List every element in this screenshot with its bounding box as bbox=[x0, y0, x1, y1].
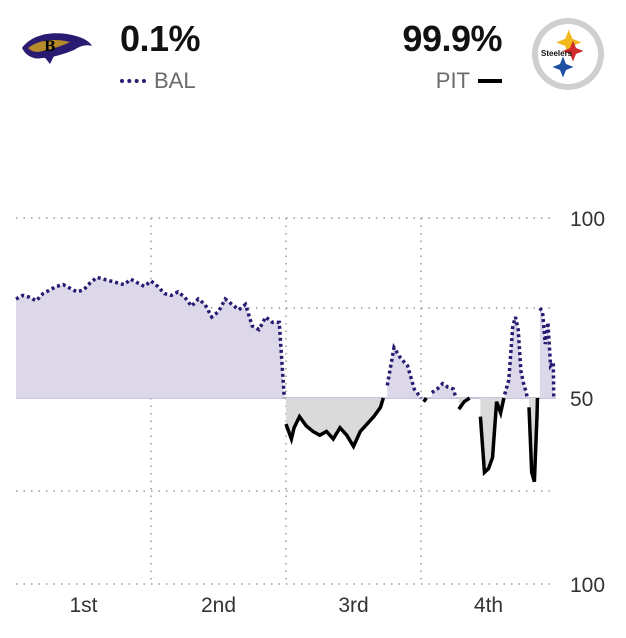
y-tick-label: 100 bbox=[570, 574, 605, 597]
pit-line bbox=[422, 396, 428, 403]
x-tick-label: 2nd bbox=[201, 594, 236, 617]
x-tick-label: 3rd bbox=[338, 594, 368, 617]
steelers-logo-text: Steelers bbox=[541, 49, 573, 58]
away-legend-dash bbox=[120, 79, 146, 83]
home-legend-dash bbox=[478, 79, 502, 83]
bal-area bbox=[504, 317, 528, 398]
ravens-logo-icon: B bbox=[20, 28, 94, 73]
pit-line bbox=[457, 396, 471, 411]
pit-area bbox=[480, 398, 504, 473]
svg-text:B: B bbox=[44, 39, 56, 55]
away-team-abbr: BAL bbox=[154, 68, 196, 93]
win-probability-chart: 100 50 100 1st 2nd 3rd 4th bbox=[15, 208, 605, 617]
bal-area bbox=[431, 383, 456, 398]
bal-area bbox=[539, 308, 554, 398]
series bbox=[15, 275, 556, 483]
y-tick-label: 100 bbox=[570, 208, 605, 231]
home-team-legend: PIT bbox=[436, 68, 502, 94]
bal-area bbox=[16, 277, 285, 398]
bal-line bbox=[385, 342, 423, 400]
x-tick-label: 1st bbox=[69, 594, 97, 617]
pit-line bbox=[478, 397, 506, 477]
away-team-legend: BAL bbox=[120, 68, 196, 94]
pit-line bbox=[284, 397, 385, 451]
bal-line bbox=[15, 275, 287, 399]
home-team-abbr: PIT bbox=[435, 68, 470, 93]
away-win-probability: 0.1% bbox=[120, 18, 201, 59]
pit-area bbox=[458, 398, 470, 410]
bal-line bbox=[503, 316, 530, 399]
steelers-logo-icon: Steelers bbox=[530, 16, 606, 97]
home-win-probability: 99.9% bbox=[402, 18, 502, 59]
x-tick-label: 4th bbox=[474, 594, 503, 617]
bal-area bbox=[387, 347, 421, 398]
y-tick-label: 50 bbox=[570, 388, 593, 411]
axis-labels: 100 50 100 1st 2nd 3rd 4th bbox=[69, 208, 605, 617]
pit-line bbox=[527, 397, 540, 483]
